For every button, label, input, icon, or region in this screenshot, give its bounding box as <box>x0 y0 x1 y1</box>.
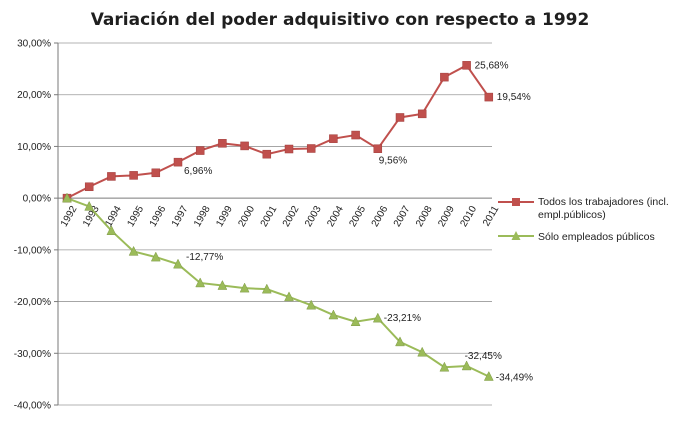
data-point-square <box>440 72 449 82</box>
x-tick-label: 2006 <box>370 204 391 229</box>
x-tick-label: 1995 <box>125 204 146 229</box>
data-point-square <box>284 144 294 154</box>
data-point-triangle <box>150 251 161 262</box>
legend-label-todos-line2: empl.públicos) <box>538 209 606 221</box>
data-point-square <box>417 109 427 119</box>
data-point-triangle <box>195 277 206 288</box>
data-label: -12,77% <box>186 252 223 263</box>
data-point-triangle <box>261 283 272 294</box>
data-point-triangle <box>350 316 361 326</box>
x-tick-label: 2011 <box>481 204 501 229</box>
x-tick-label: 2002 <box>281 204 302 229</box>
legend: Todos los trabajadores (incl. empl.públi… <box>498 196 669 243</box>
legend-marker-triangle <box>511 231 521 240</box>
data-point-triangle <box>461 360 472 371</box>
x-tick-label: 2000 <box>236 204 257 229</box>
x-tick-label: 2001 <box>259 204 280 229</box>
data-point-square <box>262 149 272 159</box>
data-label: -34,49% <box>496 373 533 384</box>
y-axis-ticks: 30,00% 20,00% 10,00% 0,00% -10,00% -20,00% -30… <box>14 39 51 412</box>
data-point-square <box>373 144 383 153</box>
x-tick-label: 2007 <box>392 204 413 229</box>
data-point-square <box>151 168 161 178</box>
data-point-triangle <box>306 299 317 310</box>
data-point-triangle <box>106 225 117 235</box>
x-tick-label: 2008 <box>414 204 435 229</box>
data-labels: 6,96% 9,56% 25,68% 19,54% -12,77% -23,21% -32,… <box>184 60 533 383</box>
data-point-triangle <box>372 312 383 323</box>
data-label: -23,21% <box>384 313 421 324</box>
data-point-triangle <box>417 346 428 357</box>
data-label: 6,96% <box>184 166 212 177</box>
data-point-triangle <box>239 282 250 293</box>
legend-marker-square <box>512 198 520 206</box>
data-label: 9,56% <box>379 156 407 167</box>
data-point-square <box>306 144 316 153</box>
x-tick-label: 1996 <box>148 204 169 229</box>
y-tick-label: 10,00% <box>17 142 51 153</box>
data-point-triangle <box>128 245 139 256</box>
data-point-triangle <box>217 279 228 290</box>
data-point-triangle <box>328 309 339 320</box>
data-point-triangle <box>483 370 494 381</box>
x-tick-label: 1999 <box>214 204 235 229</box>
x-tick-label: 2003 <box>303 204 324 229</box>
data-point-square <box>218 139 227 148</box>
series-line-1 <box>66 197 490 378</box>
legend-label-publicos: Sólo empleados públicos <box>538 231 655 243</box>
y-tick-label: 20,00% <box>17 90 51 101</box>
y-tick-label: -40,00% <box>14 401 51 412</box>
y-tick-label: -30,00% <box>14 349 51 360</box>
data-point-triangle <box>62 192 72 203</box>
data-point-square <box>395 113 405 122</box>
x-tick-label: 2009 <box>436 204 457 229</box>
data-point-square <box>173 157 183 167</box>
y-tick-label: 0,00% <box>23 194 51 205</box>
data-point-square <box>484 92 494 102</box>
data-point-square <box>107 172 116 181</box>
data-point-triangle <box>439 361 450 372</box>
x-tick-label: 1998 <box>192 204 213 229</box>
data-point-triangle <box>395 336 405 347</box>
y-tick-label: -20,00% <box>14 297 51 308</box>
chart-title: Variación del poder adquisitivo con resp… <box>91 10 590 30</box>
data-point-square <box>240 141 249 151</box>
y-tick-label: 30,00% <box>17 39 51 50</box>
data-point-square <box>462 61 471 70</box>
data-point-square <box>351 130 360 140</box>
data-label: 25,68% <box>475 60 509 71</box>
data-point-triangle <box>173 258 183 269</box>
legend-label-todos-line1: Todos los trabajadores (incl. <box>538 196 669 208</box>
gridlines <box>54 42 492 406</box>
x-axis-ticks: 1992 1993 1994 1995 1996 1997 1998 1999 2000 2001… <box>59 204 502 229</box>
data-point-square <box>84 182 94 192</box>
y-tick-label: -10,00% <box>14 245 51 256</box>
data-point-square <box>129 171 138 180</box>
series-layer <box>62 61 494 381</box>
x-tick-label: 2004 <box>325 204 346 229</box>
data-point-square <box>329 134 338 143</box>
data-point-triangle <box>84 200 95 211</box>
x-tick-label: 2010 <box>458 204 479 229</box>
x-tick-label: 1992 <box>59 204 80 229</box>
x-tick-label: 1997 <box>170 204 191 229</box>
data-point-square <box>195 146 205 155</box>
data-label: 19,54% <box>497 92 531 103</box>
data-point-triangle <box>284 291 294 302</box>
x-tick-label: 2005 <box>347 204 368 229</box>
data-label: -32,45% <box>465 351 502 362</box>
